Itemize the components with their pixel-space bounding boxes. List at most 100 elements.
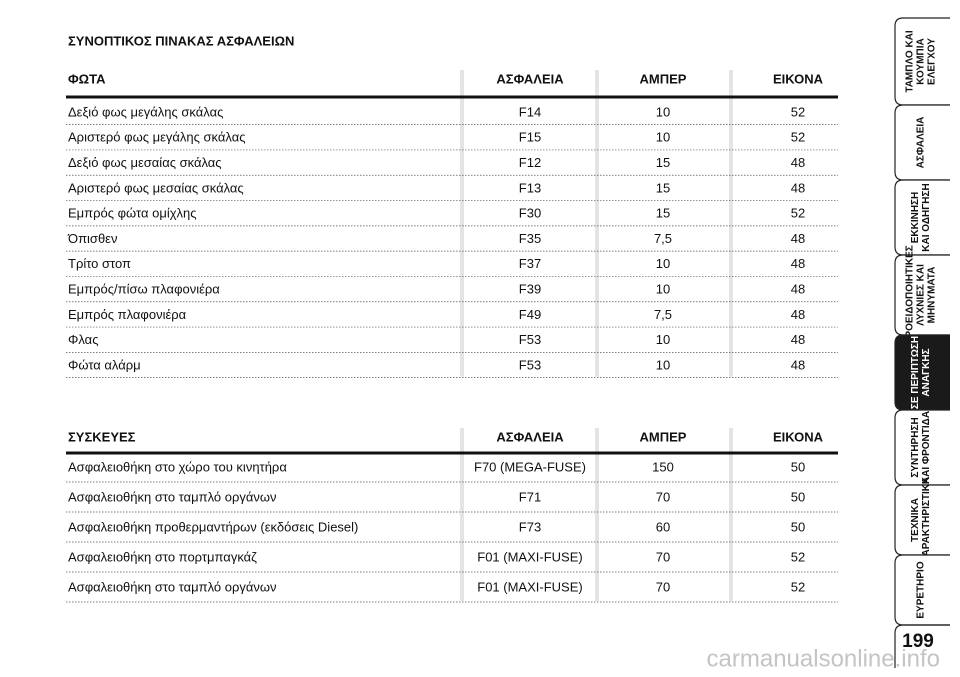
table-cell: 10 <box>656 282 670 297</box>
table-cell: 48 <box>791 282 805 297</box>
side-tab <box>894 554 950 626</box>
page-title: ΣΥΝΟΠΤΙΚΟΣ ΠΙΝΑΚΑΣ ΑΣΦΑΛΕΙΩΝ <box>68 33 294 48</box>
table-cell: 52 <box>791 130 805 145</box>
side-tab <box>894 334 950 411</box>
side-tab <box>894 179 950 256</box>
column-divider <box>729 428 733 601</box>
table-cell: F39 <box>519 282 541 297</box>
side-tab <box>894 17 950 106</box>
table-cell: 10 <box>656 357 670 372</box>
table-cell: Δεξιό φως μεγάλης σκάλας <box>68 104 223 119</box>
header-cell: ΑΜΠΕΡ <box>640 429 687 444</box>
table-cell: Φλας <box>68 332 98 347</box>
side-tab-label: ΛΥΧΝΙΕΣ ΚΑΙ <box>916 264 927 326</box>
side-tab <box>894 254 950 336</box>
table-cell: F12 <box>519 155 541 170</box>
table-cell: 52 <box>791 549 805 564</box>
header-cell: ΕΙΚΟΝΑ <box>773 429 824 444</box>
table-cell: 10 <box>656 256 670 271</box>
table-cell: 10 <box>656 104 670 119</box>
table-cell: 15 <box>656 206 670 221</box>
page-number: 199 <box>902 631 934 652</box>
table-cell: Τρίτο στοπ <box>68 256 131 271</box>
table-cell: 7,5 <box>654 231 672 246</box>
side-tab-label: ΣΕ ΠΕΡΙΠΤΩΣΗ <box>910 336 921 409</box>
table-cell: F01 (MAXI-FUSE) <box>477 579 582 594</box>
table-cell: 48 <box>791 307 805 322</box>
header-rule <box>66 451 838 455</box>
column-divider <box>460 70 464 377</box>
side-tab-label: ΑΝΑΓΚΗΣ <box>921 348 932 396</box>
table-cell: 48 <box>791 231 805 246</box>
table-cell: F01 (MAXI-FUSE) <box>477 549 582 564</box>
table-cell: F37 <box>519 256 541 271</box>
table-cell: 52 <box>791 206 805 221</box>
table-cell: 50 <box>791 459 805 474</box>
side-tab-label: ΤΕΧΝΙΚΑ <box>910 498 921 542</box>
column-divider <box>729 70 733 377</box>
side-tab-label: ΣΥΝΤΗΡΗΣΗ <box>910 417 921 477</box>
table-cell: 70 <box>656 489 670 504</box>
table-cell: F71 <box>519 489 541 504</box>
table-cell: Εμπρός/πίσω πλαφονιέρα <box>68 282 220 297</box>
table-cell: F30 <box>519 206 541 221</box>
header-cell: ΕΙΚΟΝΑ <box>773 71 824 86</box>
table-cell: Όπισθεν <box>67 231 117 246</box>
table-cell: Ασφαλειοθήκη στο ταμπλό οργάνων <box>68 489 277 504</box>
header-rule <box>66 95 838 99</box>
table-cell: Αριστερό φως μεγάλης σκάλας <box>68 130 245 145</box>
table-cell: 150 <box>652 459 674 474</box>
header-cell: ΑΜΠΕΡ <box>640 71 687 86</box>
side-tab-label: ΑΣΦΑΛΕΙΑ <box>916 117 927 169</box>
header-cell: ΑΣΦΑΛΕΙΑ <box>496 71 564 86</box>
side-tab-label: ΚΟΥΜΠΙΑ <box>916 38 927 84</box>
column-divider <box>460 428 464 601</box>
side-tab-label: ΤΑΜΠΛΟ ΚΑΙ <box>905 30 916 93</box>
table-cell: F70 (MEGA-FUSE) <box>474 459 586 474</box>
table-cell: 48 <box>791 357 805 372</box>
watermark: carmanualsonline.info <box>707 645 940 672</box>
column-divider <box>595 428 599 601</box>
table-cell: 10 <box>656 332 670 347</box>
table-cell: 50 <box>791 489 805 504</box>
header-cell: ΦΩΤΑ <box>68 71 106 86</box>
table-cell: 60 <box>656 519 670 534</box>
header-cell: ΑΣΦΑΛΕΙΑ <box>496 429 564 444</box>
table-cell: 48 <box>791 256 805 271</box>
table-cell: 50 <box>791 519 805 534</box>
page-number-tab <box>894 624 950 668</box>
side-tab-label: ΠΡΟΕΙΔΟΠΟΙΗΤΙΚΕΣ <box>905 245 916 345</box>
table-cell: F49 <box>519 307 541 322</box>
column-divider <box>595 70 599 377</box>
table-cell: Εμπρός πλαφονιέρα <box>68 307 187 322</box>
side-tab <box>894 409 950 486</box>
table-cell: 10 <box>656 130 670 145</box>
table-cell: 52 <box>791 579 805 594</box>
table-cell: 15 <box>656 180 670 195</box>
side-tab-label: ΕΛΕΓΧΟΥ <box>927 38 938 85</box>
table-cell: 48 <box>791 332 805 347</box>
table-cell: Αριστερό φως μεσαίας σκάλας <box>68 180 244 195</box>
table-cell: F15 <box>519 130 541 145</box>
side-tab-label: ΚΑΙ ΟΔΗΓΗΣΗ <box>921 183 932 251</box>
table-cell: Ασφαλειοθήκη προθερμαντήρων (εκδόσεις Di… <box>68 519 358 534</box>
table-cell: F35 <box>519 231 541 246</box>
side-tab <box>894 484 950 556</box>
side-tab <box>894 104 950 181</box>
table-cell: F53 <box>519 357 541 372</box>
table-cell: Ασφαλειοθήκη στο χώρο του κινητήρα <box>68 459 287 474</box>
side-tab-label: ΕΥΡΕΤΗΡΙΟ <box>916 561 927 618</box>
table-cell: 70 <box>656 579 670 594</box>
table-cell: F53 <box>519 332 541 347</box>
side-tab-label: ΕΚΚΙΝΗΣΗ <box>910 192 921 244</box>
table-cell: F73 <box>519 519 541 534</box>
table-cell: Ασφαλειοθήκη στο πορτμπαγκάζ <box>68 549 257 564</box>
table-cell: Ασφαλειοθήκη στο ταμπλό οργάνων <box>68 579 277 594</box>
table-cell: Εμπρός φώτα ομίχλης <box>68 206 197 221</box>
table-cell: F14 <box>519 104 541 119</box>
side-tab-label: ΚΑΙ ΦΡΟΝΤΙΔΑ <box>921 411 932 484</box>
table-cell: 48 <box>791 180 805 195</box>
side-tab-label: ΜΗΝΥΜΑΤΑ <box>927 267 938 324</box>
table-cell: Φώτα αλάρμ <box>68 357 141 372</box>
